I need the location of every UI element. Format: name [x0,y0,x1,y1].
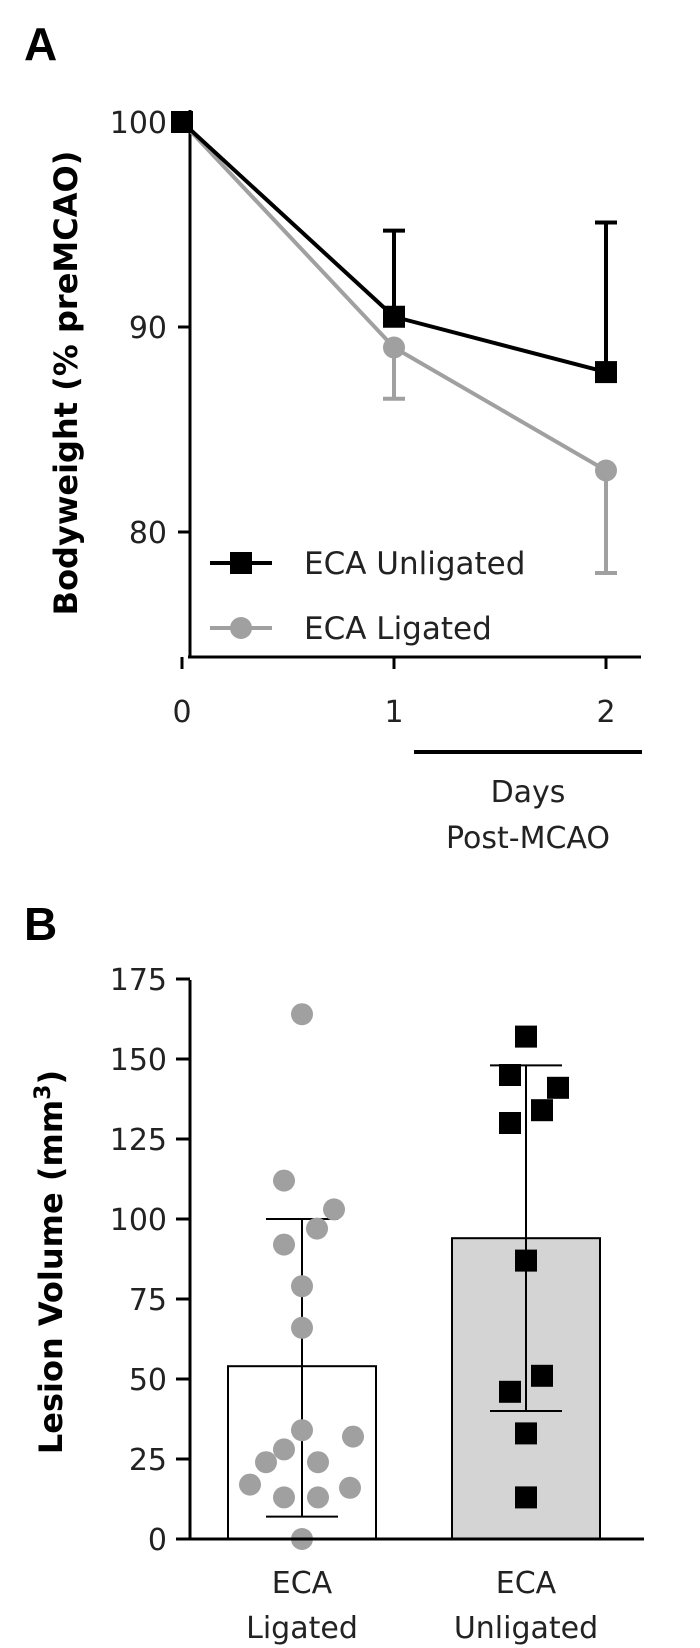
panel-a-x-title-line1: Days [491,775,566,810]
data-point-eca-unligated-2 [595,361,617,384]
data-point-eca-ligated-2 [595,459,617,482]
panel-b-lesion-volume-chart: B 0 25 50 75 100 125 150 175 ECA Ligated ECA Unlig… [24,898,644,1646]
y-tick-label-25: 25 [129,1443,167,1478]
data-point-eca-ligated-2 [323,1198,345,1221]
y-tick-label-125: 125 [110,1123,167,1158]
data-point-eca-ligated-10 [255,1451,277,1474]
y-tick-label-50: 50 [129,1363,167,1398]
panel-label-a: A [24,18,57,70]
data-point-eca-ligated-4 [273,1233,295,1256]
panel-b-y-axis-title: Lesion Volume (mm3) [31,1070,71,1454]
legend-label-ligated: ECA Ligated [304,611,492,647]
panel-a-y-ticks: 80 90 100 [110,106,190,551]
legend-square-marker [230,552,252,574]
data-point-eca-ligated-12 [239,1473,261,1496]
data-point-eca-unligated-3 [531,1099,553,1122]
panel-a-series [171,111,617,575]
y-tick-label-80: 80 [129,516,167,551]
data-point-eca-unligated-0 [171,111,193,133]
x-tick-label-0: 0 [172,695,191,730]
panel-b-y-ticks: 0 25 50 75 100 125 150 175 [110,963,190,1558]
data-point-eca-ligated-7 [291,1419,313,1442]
data-point-eca-unligated-1 [499,1064,521,1086]
legend-label-unligated: ECA Unligated [304,546,525,582]
data-point-eca-unligated-5 [515,1249,537,1272]
data-point-eca-ligated-14 [273,1486,295,1509]
data-point-eca-unligated-9 [515,1486,537,1509]
data-point-eca-ligated-13 [339,1476,361,1499]
y-tick-label-100: 100 [110,1203,167,1238]
y-tick-label-150: 150 [110,1043,167,1078]
category-label-eca-unligated-line1: ECA [496,1566,557,1601]
data-point-eca-unligated-4 [499,1112,521,1134]
x-tick-label-1: 1 [384,695,403,730]
panel-a-x-ticks: 0 1 2 [172,657,616,730]
data-point-eca-ligated-3 [306,1217,328,1240]
data-point-eca-ligated-8 [342,1425,364,1448]
data-point-eca-unligated-7 [499,1380,521,1403]
panel-a-y-axis-title: Bodyweight (% preMCAO) [47,151,85,616]
panel-a-legend: ECA Unligated ECA Ligated [210,546,525,647]
panel-b-bars [227,1003,601,1550]
data-point-eca-ligated-0 [291,1003,313,1026]
x-tick-label-2: 2 [596,695,615,730]
category-label-eca-unligated-line2: Unligated [454,1611,598,1646]
data-point-eca-ligated-5 [291,1275,313,1298]
y-tick-label-75: 75 [129,1283,167,1318]
y-tick-label-0: 0 [148,1523,167,1558]
category-label-eca-ligated-line2: Ligated [246,1611,358,1646]
data-point-eca-unligated-0 [515,1025,537,1048]
data-point-eca-ligated-1 [273,1169,295,1192]
panel-a-x-title-line2: Post-MCAO [446,821,610,856]
y-tick-label-175: 175 [110,963,167,998]
data-point-eca-ligated-9 [273,1438,295,1461]
category-label-eca-ligated-line1: ECA [272,1566,333,1601]
data-point-eca-ligated-11 [307,1451,329,1474]
legend-circle-marker [230,617,252,639]
data-point-eca-unligated-2 [547,1076,569,1099]
data-point-eca-unligated-6 [531,1364,553,1387]
y-tick-label-100: 100 [110,106,167,141]
panel-a-bodyweight-chart: A 80 90 100 0 1 2 Bodyweight (% preMCAO) Day… [24,18,642,856]
data-point-eca-ligated-15 [307,1486,329,1509]
data-point-eca-ligated-6 [291,1316,313,1339]
data-point-eca-ligated-1 [383,336,405,359]
panel-label-b: B [24,898,57,950]
panel-b-category-labels: ECA Ligated ECA Unligated [246,1566,598,1646]
data-point-eca-unligated-8 [515,1422,537,1445]
data-point-eca-unligated-1 [383,305,405,328]
y-tick-label-90: 90 [129,311,167,346]
